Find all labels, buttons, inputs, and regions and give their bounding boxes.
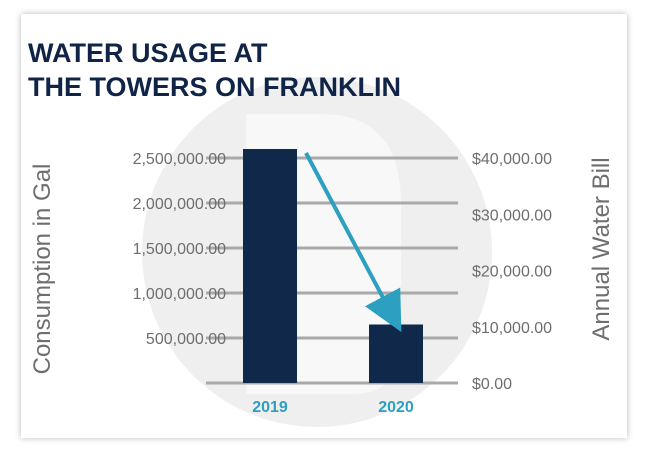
bar-2019	[243, 149, 297, 383]
trend-arrow	[304, 152, 402, 333]
y-tick-label-left: 500,000.00	[146, 331, 226, 348]
y-axis-title-right: Annual Water Bill	[588, 157, 615, 340]
x-category-label: 2019	[252, 399, 288, 416]
chart-card: WATER USAGE AT THE TOWERS ON FRANKLIN Co…	[21, 14, 627, 438]
bar-2020	[369, 324, 423, 383]
y-tick-label-left: 1,500,000.00	[133, 241, 227, 258]
y-tick-label-right: $0.00	[472, 376, 512, 393]
y-tick-label-left: 2,000,000.00	[133, 196, 227, 213]
chart: WATER USAGE AT THE TOWERS ON FRANKLIN Co…	[28, 38, 615, 427]
chart-title-line-1: WATER USAGE AT	[28, 38, 268, 68]
y-tick-label-left: 2,500,000.00	[133, 151, 227, 168]
x-category-label: 2020	[378, 399, 414, 416]
y-tick-label-right: $20,000.00	[472, 264, 552, 281]
y-tick-label-right: $10,000.00	[472, 320, 552, 337]
y-axis-title-left: Consumption in Gal	[29, 164, 56, 375]
y-tick-label-right: $40,000.00	[472, 151, 552, 168]
y-tick-label-left: 1,000,000.00	[133, 286, 227, 303]
chart-title-line-2: THE TOWERS ON FRANKLIN	[28, 72, 401, 102]
y-tick-label-right: $30,000.00	[472, 207, 552, 224]
